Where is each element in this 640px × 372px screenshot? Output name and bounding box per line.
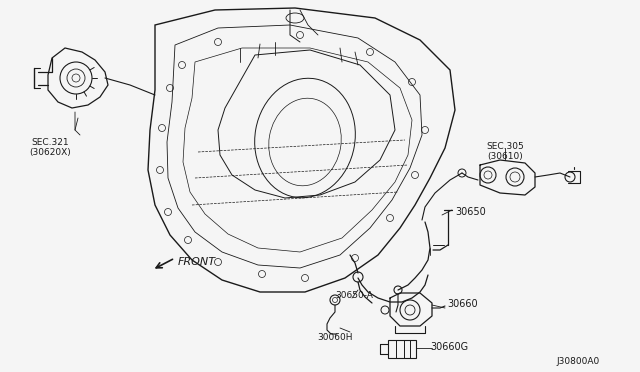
Text: 30650: 30650: [455, 207, 486, 217]
Text: 30650-A: 30650-A: [335, 292, 373, 301]
Text: 30660: 30660: [447, 299, 477, 309]
Text: SEC.321
(30620X): SEC.321 (30620X): [29, 138, 71, 157]
Text: SEC.305
(30610): SEC.305 (30610): [486, 142, 524, 161]
Text: 30660G: 30660G: [430, 342, 468, 352]
Text: J30800A0: J30800A0: [557, 357, 600, 366]
Text: 30060H: 30060H: [317, 334, 353, 343]
Text: FRONT: FRONT: [178, 257, 216, 267]
